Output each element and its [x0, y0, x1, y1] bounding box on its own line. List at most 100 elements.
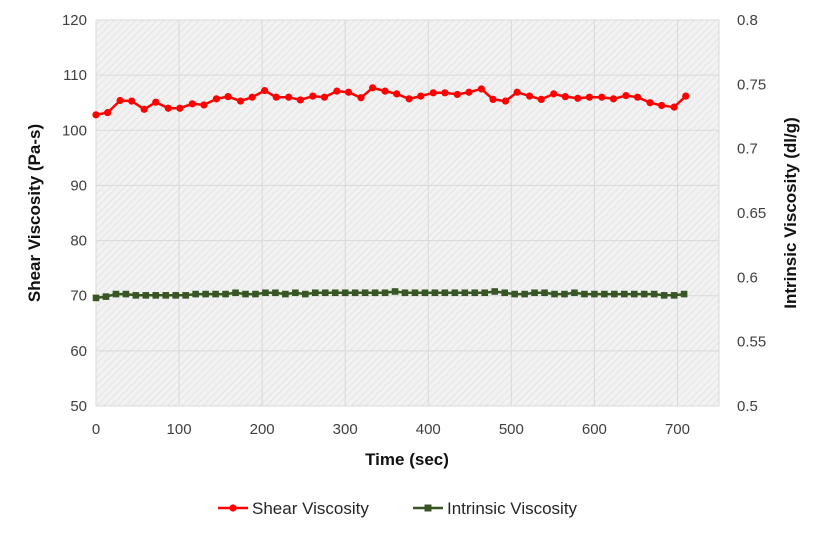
- shear-viscosity-point-7: [176, 104, 184, 112]
- legend-item-shear-viscosity: Shear Viscosity: [218, 499, 369, 518]
- intrinsic-viscosity-point-33: [421, 289, 429, 297]
- shear-viscosity-point-27: [417, 92, 425, 100]
- intrinsic-viscosity-point-7: [162, 292, 170, 299]
- x-tick-label-2: 200: [250, 421, 275, 438]
- right-tick-label-4: 0.7: [737, 141, 758, 158]
- intrinsic-viscosity-point-27: [361, 289, 369, 297]
- shear-viscosity-point-22: [357, 94, 365, 102]
- shear-viscosity-point-46: [646, 99, 654, 107]
- shear-viscosity-point-42: [598, 93, 606, 101]
- intrinsic-viscosity-point-42: [511, 290, 518, 298]
- x-axis-title: Time (sec): [365, 450, 449, 469]
- left-tick-label-3: 80: [70, 233, 87, 250]
- shear-viscosity-point-14: [261, 86, 269, 95]
- intrinsic-viscosity-point-50: [591, 290, 598, 298]
- left-tick-label-6: 110: [63, 67, 87, 84]
- shear-viscosity-point-3: [128, 97, 136, 105]
- intrinsic-viscosity-point-13: [222, 290, 229, 298]
- intrinsic-viscosity-point-59: [680, 290, 688, 298]
- plot-area-background: [96, 20, 719, 406]
- intrinsic-viscosity-point-28: [371, 289, 379, 297]
- right-tick-label-0: 0.5: [737, 398, 758, 415]
- gridlines: [95, 19, 720, 407]
- shear-viscosity-point-48: [670, 103, 678, 111]
- intrinsic-viscosity-point-35: [441, 289, 449, 297]
- shear-viscosity-point-2: [116, 96, 124, 105]
- right-tick-label-3: 0.65: [737, 205, 766, 222]
- intrinsic-viscosity-point-17: [262, 289, 269, 297]
- intrinsic-viscosity-point-11: [202, 290, 209, 298]
- shear-viscosity-point-25: [393, 90, 401, 98]
- intrinsic-viscosity-point-25: [341, 289, 349, 297]
- x-tick-label-0: 0: [92, 421, 100, 438]
- intrinsic-viscosity-point-3: [122, 290, 130, 298]
- intrinsic-viscosity-point-51: [601, 290, 608, 298]
- legend-shear-marker: [229, 504, 237, 512]
- intrinsic-viscosity-point-47: [561, 290, 568, 298]
- intrinsic-viscosity-point-21: [302, 290, 309, 298]
- shear-viscosity-point-5: [152, 98, 160, 106]
- shear-viscosity-point-1: [104, 109, 112, 117]
- intrinsic-viscosity-point-20: [292, 289, 299, 297]
- intrinsic-viscosity-point-57: [660, 292, 668, 299]
- intrinsic-viscosity-point-15: [242, 290, 249, 298]
- intrinsic-viscosity-point-6: [152, 292, 160, 299]
- intrinsic-viscosity-point-30: [391, 288, 399, 295]
- shear-viscosity-point-33: [489, 95, 497, 104]
- shear-viscosity-point-10: [212, 95, 221, 103]
- shear-viscosity-point-12: [236, 97, 245, 105]
- intrinsic-viscosity-point-12: [212, 290, 219, 298]
- right-tick-label-1: 0.55: [737, 334, 766, 351]
- right-tick-label-6: 0.8: [737, 12, 758, 29]
- x-tick-label-4: 400: [416, 421, 441, 438]
- legend-item-intrinsic-viscosity: Intrinsic Viscosity: [413, 499, 578, 518]
- left-tick-label-1: 60: [70, 343, 87, 360]
- shear-viscosity-point-31: [465, 88, 473, 96]
- right-axis-title: Intrinsic Viscosity (dl/g): [781, 117, 800, 308]
- shear-viscosity-point-30: [453, 90, 461, 99]
- shear-viscosity-point-49: [682, 92, 690, 100]
- intrinsic-viscosity-point-52: [611, 290, 618, 298]
- series-layer: [92, 84, 690, 302]
- shear-viscosity-point-23: [369, 84, 377, 92]
- intrinsic-viscosity-point-1: [102, 293, 110, 300]
- intrinsic-viscosity-point-19: [282, 290, 289, 298]
- shear-viscosity-point-47: [658, 101, 666, 110]
- left-tick-label-0: 50: [70, 398, 87, 415]
- intrinsic-viscosity-point-16: [252, 290, 259, 298]
- intrinsic-viscosity-point-32: [411, 289, 419, 297]
- intrinsic-viscosity-point-22: [311, 289, 319, 297]
- shear-viscosity-point-16: [285, 93, 293, 101]
- shear-viscosity-point-37: [537, 95, 545, 104]
- right-tick-label-2: 0.6: [737, 269, 758, 286]
- intrinsic-viscosity-point-0: [92, 294, 100, 302]
- intrinsic-viscosity-point-29: [381, 289, 389, 297]
- x-tick-label-5: 500: [499, 421, 524, 438]
- intrinsic-viscosity-point-46: [551, 290, 558, 298]
- legend: Shear Viscosity Intrinsic Viscosity: [218, 499, 578, 518]
- intrinsic-viscosity-point-8: [172, 292, 180, 299]
- left-axis-tick-labels: 50 60 70 80 90 100 110 120: [62, 12, 87, 415]
- legend-intrinsic-label: Intrinsic Viscosity: [447, 499, 578, 518]
- x-tick-label-7: 700: [665, 421, 690, 438]
- shear-viscosity-point-9: [200, 101, 208, 109]
- shear-viscosity-point-43: [609, 95, 618, 103]
- shear-viscosity-point-17: [296, 96, 304, 104]
- shear-viscosity-point-21: [344, 88, 353, 96]
- shear-viscosity-point-35: [513, 88, 521, 96]
- shear-viscosity-point-41: [585, 93, 594, 101]
- intrinsic-viscosity-point-43: [521, 290, 528, 298]
- left-tick-label-5: 100: [62, 122, 87, 139]
- intrinsic-viscosity-point-37: [461, 289, 469, 297]
- intrinsic-viscosity-point-56: [650, 290, 658, 298]
- shear-viscosity-point-38: [550, 90, 558, 98]
- legend-shear-label: Shear Viscosity: [252, 499, 369, 518]
- intrinsic-viscosity-point-4: [132, 292, 140, 299]
- shear-viscosity-point-28: [429, 89, 437, 97]
- intrinsic-viscosity-point-34: [431, 289, 439, 297]
- x-tick-label-6: 600: [582, 421, 607, 438]
- shear-viscosity-point-15: [272, 93, 280, 101]
- intrinsic-viscosity-point-55: [640, 290, 648, 298]
- right-tick-label-5: 0.75: [737, 76, 766, 93]
